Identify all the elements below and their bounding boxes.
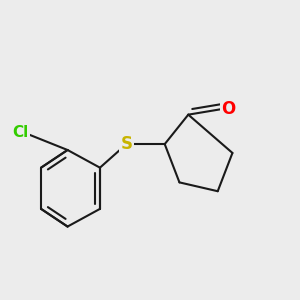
Text: Cl: Cl [12, 125, 28, 140]
Text: S: S [120, 135, 132, 153]
Text: O: O [221, 100, 235, 118]
